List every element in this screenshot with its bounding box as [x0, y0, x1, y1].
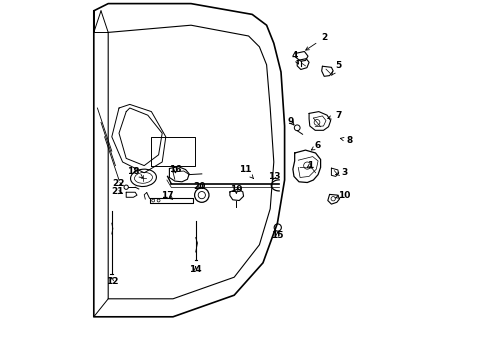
Text: 11: 11 [239, 165, 253, 179]
Text: 10: 10 [335, 191, 350, 199]
Text: 3: 3 [335, 168, 347, 177]
Text: 2: 2 [306, 33, 327, 50]
Text: 15: 15 [271, 231, 284, 240]
Text: 1: 1 [307, 161, 313, 170]
Text: 14: 14 [189, 265, 202, 274]
Text: 19: 19 [230, 185, 243, 194]
Text: 9: 9 [288, 117, 294, 126]
Text: 5: 5 [332, 61, 342, 75]
Text: 16: 16 [169, 165, 182, 174]
Text: 20: 20 [193, 182, 205, 191]
Text: 8: 8 [341, 136, 352, 145]
Text: 17: 17 [161, 191, 174, 199]
Text: 13: 13 [268, 172, 281, 181]
Text: 7: 7 [328, 111, 342, 120]
Text: 4: 4 [291, 51, 298, 64]
Text: 12: 12 [105, 277, 118, 286]
Text: 18: 18 [127, 166, 143, 178]
Text: 22: 22 [112, 179, 124, 188]
Text: 21: 21 [111, 188, 124, 197]
Text: 6: 6 [311, 141, 321, 150]
